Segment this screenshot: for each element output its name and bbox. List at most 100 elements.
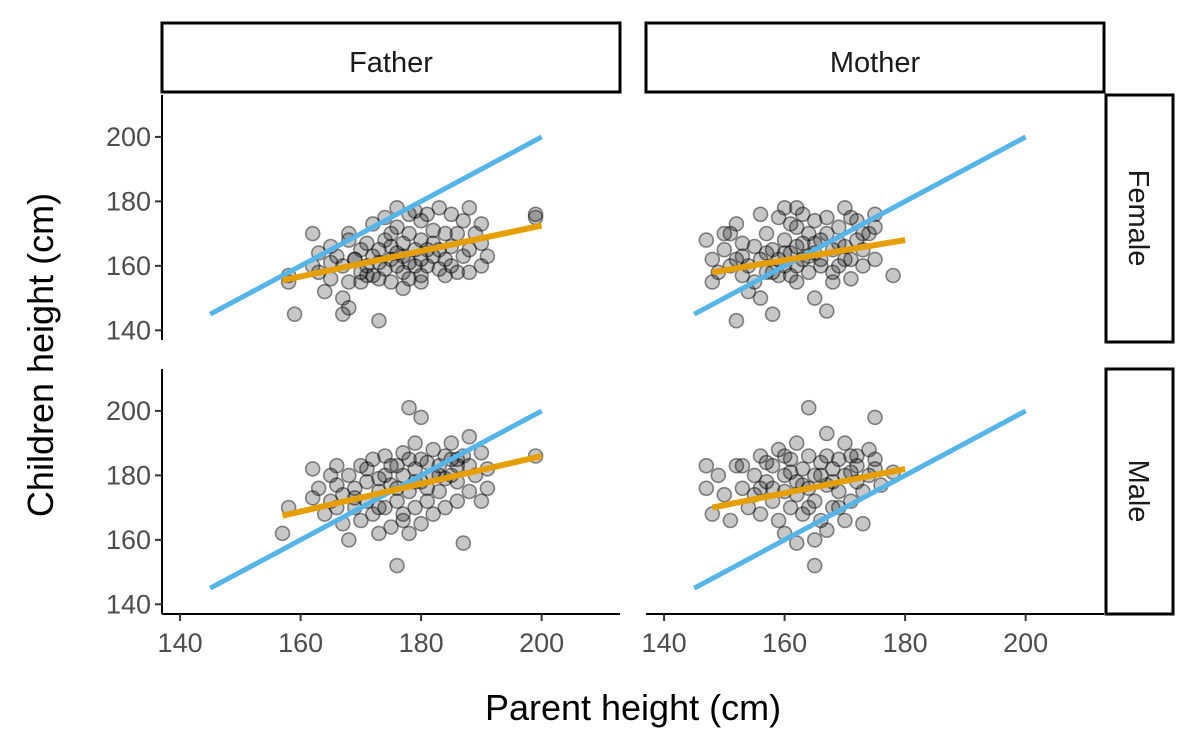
- data-point: [728, 312, 745, 329]
- strip-row-male: Male: [1104, 367, 1175, 616]
- data-point: [365, 267, 381, 284]
- data-point: [776, 200, 793, 216]
- data-point: [334, 290, 351, 306]
- data-point: [806, 290, 823, 306]
- data-point: [322, 467, 339, 484]
- data-point: [413, 451, 429, 468]
- data-point: [407, 499, 423, 516]
- data-point: [413, 515, 429, 532]
- data-point: [752, 480, 769, 497]
- y-axis-title: Children height (cm): [20, 193, 61, 517]
- data-point: [377, 448, 393, 464]
- data-point: [855, 258, 871, 274]
- data-point: [758, 225, 775, 242]
- data-point: [431, 483, 448, 500]
- data-point: [812, 467, 829, 484]
- y-tick-label: 140: [106, 589, 151, 619]
- data-point: [861, 225, 877, 242]
- data-point: [437, 267, 454, 284]
- data-point: [407, 258, 423, 274]
- y-tick-label: 200: [106, 396, 151, 426]
- data-point: [704, 274, 721, 290]
- data-point: [782, 267, 799, 284]
- data-point: [782, 451, 799, 468]
- data-point: [461, 264, 478, 281]
- data-point: [782, 464, 799, 481]
- y-tick-label: 200: [106, 122, 151, 152]
- data-point: [383, 274, 399, 290]
- data-point: [359, 235, 375, 252]
- data-point: [837, 435, 853, 451]
- data-point: [383, 519, 399, 535]
- data-point: [885, 267, 901, 284]
- data-point: [455, 212, 472, 229]
- data-point: [449, 493, 466, 510]
- y-tick-label: 180: [106, 186, 151, 216]
- data-point: [849, 457, 865, 474]
- fit-line: [711, 237, 906, 276]
- data-point: [716, 225, 733, 242]
- data-point: [395, 506, 411, 522]
- data-point: [776, 232, 793, 248]
- data-point: [310, 480, 327, 497]
- data-point: [401, 399, 417, 416]
- data-point: [843, 448, 859, 464]
- data-point: [304, 461, 321, 477]
- data-point: [461, 483, 478, 500]
- x-tick-label: 180: [399, 628, 444, 658]
- data-point: [443, 258, 460, 274]
- data-point: [746, 467, 763, 484]
- data-point: [788, 200, 805, 216]
- x-tick-label: 160: [762, 628, 807, 658]
- strip-column-father: Father: [160, 21, 622, 94]
- data-point: [353, 512, 369, 529]
- data-point: [800, 448, 817, 464]
- panel-father-male: 140 160 180 200 140 160 180 200: [106, 369, 620, 658]
- data-point: [716, 486, 733, 503]
- data-point: [698, 457, 715, 474]
- data-point: [734, 248, 751, 265]
- data-point: [304, 225, 321, 242]
- data-point: [867, 251, 883, 268]
- data-point: [401, 225, 417, 242]
- data-point: [419, 258, 436, 274]
- x-tick-label: 200: [519, 628, 564, 658]
- data-point: [818, 448, 835, 464]
- data-point: [764, 306, 781, 323]
- data-point: [383, 238, 399, 255]
- data-point: [377, 232, 393, 248]
- identity-line: [693, 134, 1027, 317]
- data-point: [849, 448, 865, 464]
- data-point: [461, 200, 478, 216]
- data-point: [843, 209, 859, 226]
- data-point: [437, 251, 454, 268]
- fit-line: [281, 222, 543, 284]
- data-point: [776, 467, 793, 484]
- data-point: [818, 209, 835, 226]
- x-tick-label: 140: [158, 628, 203, 658]
- data-point: [401, 525, 417, 542]
- data-point: [389, 457, 405, 474]
- data-point: [328, 477, 345, 493]
- data-point: [413, 232, 429, 248]
- data-point: [698, 232, 715, 248]
- data-point: [431, 261, 448, 277]
- data-point: [770, 209, 787, 226]
- data-point: [353, 241, 369, 258]
- data-point: [824, 461, 841, 477]
- data-point: [479, 480, 496, 497]
- panel-mother-female: [693, 134, 1027, 329]
- data-point: [371, 525, 387, 542]
- data-point: [304, 490, 321, 506]
- data-point: [830, 258, 847, 274]
- data-point: [800, 499, 817, 516]
- x-axis-title: Parent height (cm): [485, 687, 781, 728]
- data-point: [359, 267, 375, 284]
- data-point: [395, 235, 411, 252]
- data-point: [818, 425, 835, 442]
- data-point: [818, 522, 835, 539]
- y-tick-label: 180: [106, 460, 151, 490]
- data-point: [698, 480, 715, 497]
- data-point: [371, 270, 387, 287]
- data-point: [734, 457, 751, 474]
